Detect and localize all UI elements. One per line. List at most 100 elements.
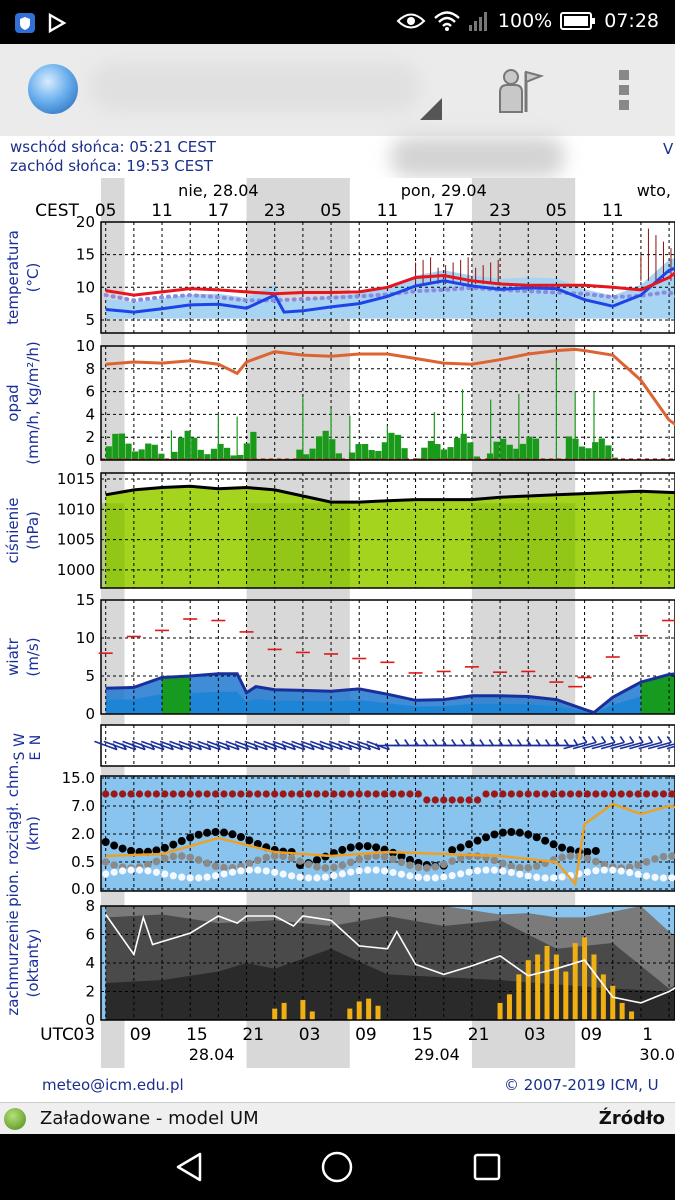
low-cloud-dot: [194, 856, 203, 864]
ground-level-dot: [304, 874, 313, 882]
mid-cloud-dot: [524, 830, 533, 839]
wind-arrow: [572, 741, 597, 750]
precip-bar: [296, 449, 303, 460]
precip-bar: [565, 436, 573, 460]
high-cloud-dot: [178, 790, 186, 798]
mid-cloud-dot: [591, 846, 600, 855]
low-cloud-dot: [600, 860, 609, 869]
precip-bar: [158, 453, 165, 460]
ground-level-dot: [406, 872, 414, 880]
clock: 07:28: [604, 10, 659, 32]
wind-arrow-head: [516, 739, 523, 746]
email-link[interactable]: meteo@icm.edu.pl: [42, 1076, 184, 1094]
precip-bar: [230, 455, 237, 460]
high-cloud-dot: [152, 790, 161, 798]
ground-level-dot: [372, 866, 380, 874]
mid-cloud-dot: [101, 838, 110, 846]
wind-arrow-head: [422, 739, 429, 746]
wind-arrow: [141, 740, 165, 751]
wind-dir-label-s: S: [12, 751, 28, 760]
wind-arrow: [563, 741, 587, 750]
precip-bar: [335, 453, 342, 460]
high-cloud-dot: [338, 790, 346, 798]
low-cloud-dot: [507, 862, 516, 871]
convective-cloud-bar: [563, 971, 569, 1020]
ground-level-dot: [448, 871, 456, 880]
ground-level-dot: [364, 866, 372, 874]
ground-level-dot: [524, 872, 532, 880]
wind-arrow: [600, 741, 625, 750]
cloud-frame: [100, 905, 675, 1021]
wind-arrow: [610, 741, 634, 750]
bottom-axis-date-2: 30.04: [639, 1045, 675, 1064]
source-button[interactable]: Źródło: [598, 1108, 665, 1129]
wind-frame: [100, 599, 675, 715]
wind-arrow: [263, 740, 287, 751]
wind-arrow-head: [526, 739, 532, 746]
app-logo-icon[interactable]: [28, 64, 78, 114]
location-title-blurred[interactable]: [90, 62, 420, 112]
ground-level-dot: [397, 870, 406, 878]
dropdown-corner-icon[interactable]: [420, 98, 442, 120]
precip-bar: [210, 448, 218, 460]
bottom-axis-date-1: 29.04: [414, 1045, 460, 1064]
system-status: 100% 07:28: [396, 10, 659, 32]
precip-bar: [368, 450, 375, 460]
high-cloud-dot: [364, 790, 372, 798]
wind-arrow-head: [394, 739, 401, 746]
ground-level-dot: [592, 867, 600, 875]
mid-cloud-dot: [465, 840, 474, 849]
high-cloud-dot: [541, 790, 549, 798]
low-cloud-dot: [380, 853, 389, 861]
ground-level-dot: [600, 866, 608, 874]
precip-bar: [440, 449, 448, 460]
wind-arrow: [188, 740, 212, 751]
home-icon[interactable]: [321, 1151, 353, 1183]
wind-arrow: [647, 741, 672, 750]
ground-level-dot: [118, 867, 127, 875]
temperature-ytick-0: 20: [76, 213, 95, 231]
precip-bar: [362, 443, 369, 460]
convective-cloud-bar: [544, 945, 550, 1020]
back-icon[interactable]: [176, 1152, 202, 1182]
low-cloud-dot: [161, 854, 169, 863]
low-cloud-dot: [583, 854, 592, 863]
pressure-night-shade: [471, 503, 576, 588]
high-cloud-dot: [600, 790, 608, 798]
precip-bar: [526, 436, 533, 460]
high-cloud-dot: [566, 790, 575, 798]
precip-frame: [100, 345, 675, 461]
high-cloud-dot: [642, 790, 651, 798]
recents-icon[interactable]: [473, 1153, 501, 1181]
precip-ytick-5: 0: [85, 451, 95, 469]
high-cloud-dot: [144, 790, 152, 798]
mid-cloud-dot: [177, 837, 186, 846]
convective-cloud-bar: [309, 1011, 315, 1020]
visibility-ytick-4: 0.0: [71, 880, 95, 898]
convective-cloud-bar: [553, 954, 559, 1020]
low-cloud-dot: [389, 855, 397, 863]
wind-arrow-head: [432, 739, 438, 746]
wind-arrow: [150, 740, 174, 751]
precip-bar: [243, 443, 250, 460]
high-cloud-dot: [254, 790, 262, 798]
high-cloud-dot: [533, 790, 541, 798]
top-axis-tick-9: 11: [602, 201, 624, 221]
mid-cloud-dot: [456, 843, 465, 852]
precip-bar: [118, 433, 126, 460]
ground-level-dot: [431, 874, 439, 882]
high-cloud-dot: [490, 790, 499, 798]
high-cloud-dot: [524, 790, 532, 798]
overflow-menu-icon[interactable]: [614, 70, 634, 110]
mid-cloud-dot: [346, 843, 355, 852]
wind-arrow: [234, 740, 259, 751]
person-flag-icon[interactable]: [496, 68, 544, 114]
ground-level-dot: [271, 868, 279, 876]
high-cloud-dot: [380, 790, 389, 798]
ground-level-dot: [237, 867, 245, 875]
wind-arrow-head: [441, 739, 448, 746]
high-cloud-dot: [617, 790, 625, 798]
low-cloud-dot: [490, 856, 499, 865]
precip-bar: [375, 451, 382, 460]
wind-arrow: [178, 740, 202, 751]
